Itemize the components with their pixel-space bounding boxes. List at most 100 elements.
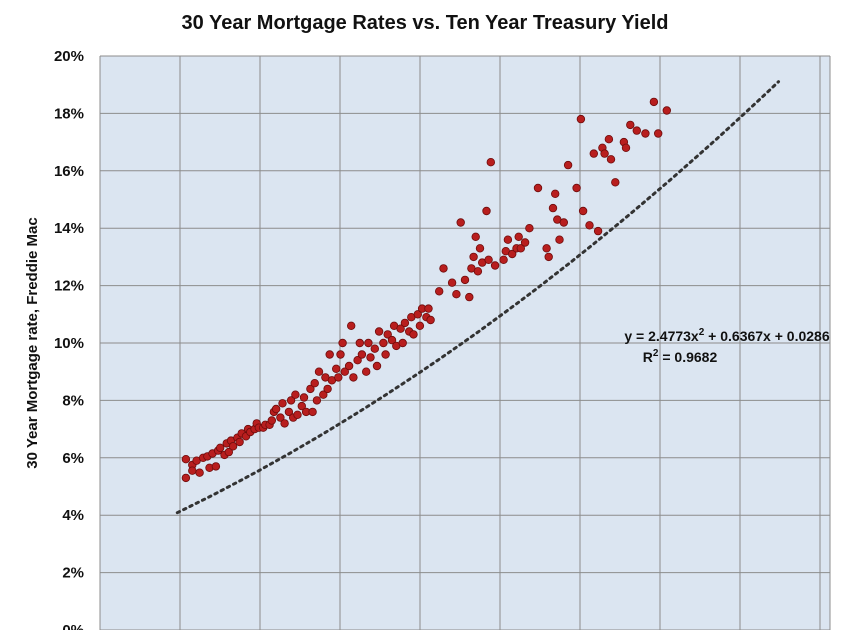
data-point bbox=[563, 160, 573, 170]
data-point bbox=[555, 235, 564, 244]
data-point bbox=[374, 327, 384, 336]
data-point bbox=[465, 292, 474, 302]
data-point bbox=[456, 218, 465, 227]
data-point bbox=[604, 134, 614, 144]
y-tick-label: 4% bbox=[62, 507, 84, 524]
y-tick-label: 6% bbox=[62, 450, 84, 467]
y-tick-label: 8% bbox=[62, 392, 84, 409]
data-point bbox=[224, 447, 233, 457]
data-point bbox=[551, 189, 560, 198]
data-point bbox=[362, 367, 371, 376]
data-point bbox=[475, 244, 485, 253]
data-point bbox=[181, 473, 191, 483]
data-point bbox=[593, 226, 603, 236]
y-tick-label: 20% bbox=[54, 48, 84, 65]
data-point bbox=[662, 106, 671, 115]
data-point bbox=[396, 324, 405, 333]
data-point bbox=[585, 221, 594, 230]
data-point bbox=[460, 275, 470, 285]
data-point bbox=[503, 235, 513, 244]
y-axis-ticks: 0% 2% 4% 6% 8% 10% 12% 14% 16% 18% 20% bbox=[54, 48, 84, 630]
data-point bbox=[514, 232, 523, 241]
data-point bbox=[332, 364, 341, 373]
data-point bbox=[400, 318, 410, 328]
data-point bbox=[293, 410, 302, 419]
data-point bbox=[215, 443, 225, 452]
data-point bbox=[228, 442, 238, 451]
data-point bbox=[426, 315, 435, 325]
data-point bbox=[372, 361, 382, 371]
data-point bbox=[649, 97, 659, 107]
data-point bbox=[267, 416, 276, 425]
data-point bbox=[334, 373, 343, 382]
data-point bbox=[271, 404, 281, 414]
data-point bbox=[284, 407, 294, 417]
chart-title: 30 Year Mortgage Rates vs. Ten Year Trea… bbox=[182, 12, 669, 34]
data-point bbox=[325, 350, 334, 359]
r2-main: R bbox=[643, 349, 653, 365]
data-point bbox=[548, 203, 558, 213]
data-point bbox=[544, 252, 553, 262]
y-tick-label: 18% bbox=[54, 105, 84, 122]
data-point bbox=[312, 396, 322, 405]
data-point bbox=[542, 244, 551, 253]
data-point bbox=[654, 129, 663, 138]
data-point bbox=[387, 335, 397, 345]
data-point bbox=[336, 350, 345, 359]
r2-rest: = 0.9682 bbox=[658, 349, 717, 365]
data-point bbox=[499, 255, 508, 264]
data-point bbox=[297, 401, 306, 411]
data-point bbox=[291, 390, 300, 399]
equation-rest: + 0.6367x + 0.0286 bbox=[704, 328, 830, 344]
data-point bbox=[589, 149, 598, 158]
data-point bbox=[559, 218, 568, 227]
y-tick-label: 16% bbox=[54, 163, 84, 180]
data-point bbox=[314, 367, 324, 376]
data-point bbox=[482, 206, 491, 216]
data-point bbox=[525, 223, 534, 233]
data-point bbox=[473, 267, 483, 276]
data-point bbox=[235, 437, 244, 447]
y-tick-label: 10% bbox=[54, 335, 84, 352]
data-point bbox=[621, 143, 631, 152]
data-point bbox=[286, 396, 296, 405]
data-point bbox=[626, 120, 635, 130]
data-point bbox=[319, 390, 328, 399]
data-point bbox=[508, 249, 517, 259]
data-point bbox=[606, 155, 616, 164]
y-tick-label: 2% bbox=[62, 565, 84, 582]
data-point bbox=[439, 264, 448, 273]
data-point bbox=[435, 287, 444, 296]
data-point bbox=[447, 278, 457, 287]
data-point bbox=[338, 338, 347, 348]
data-point bbox=[576, 114, 586, 124]
equation-main: y = 2.4773x bbox=[624, 328, 699, 344]
data-point bbox=[383, 330, 392, 339]
y-tick-label: 14% bbox=[54, 220, 84, 237]
data-point bbox=[347, 321, 356, 330]
data-point bbox=[600, 149, 609, 158]
data-point bbox=[181, 455, 191, 464]
data-point bbox=[452, 290, 461, 299]
data-point bbox=[486, 157, 495, 167]
data-point bbox=[299, 393, 309, 402]
data-point bbox=[611, 178, 620, 187]
data-point bbox=[310, 379, 319, 388]
data-point bbox=[188, 466, 197, 475]
data-point bbox=[276, 413, 285, 422]
equation-superscript: 2 bbox=[699, 327, 705, 338]
trendline bbox=[175, 80, 780, 515]
data-point bbox=[323, 384, 332, 394]
data-points bbox=[181, 97, 671, 483]
data-point bbox=[641, 129, 650, 138]
data-point bbox=[280, 419, 289, 428]
data-point bbox=[424, 304, 433, 313]
data-point bbox=[353, 356, 362, 365]
data-point bbox=[364, 338, 373, 348]
data-point bbox=[578, 206, 588, 216]
data-point bbox=[349, 373, 358, 382]
data-point bbox=[211, 462, 221, 471]
data-point bbox=[398, 338, 407, 348]
data-point bbox=[195, 468, 204, 477]
